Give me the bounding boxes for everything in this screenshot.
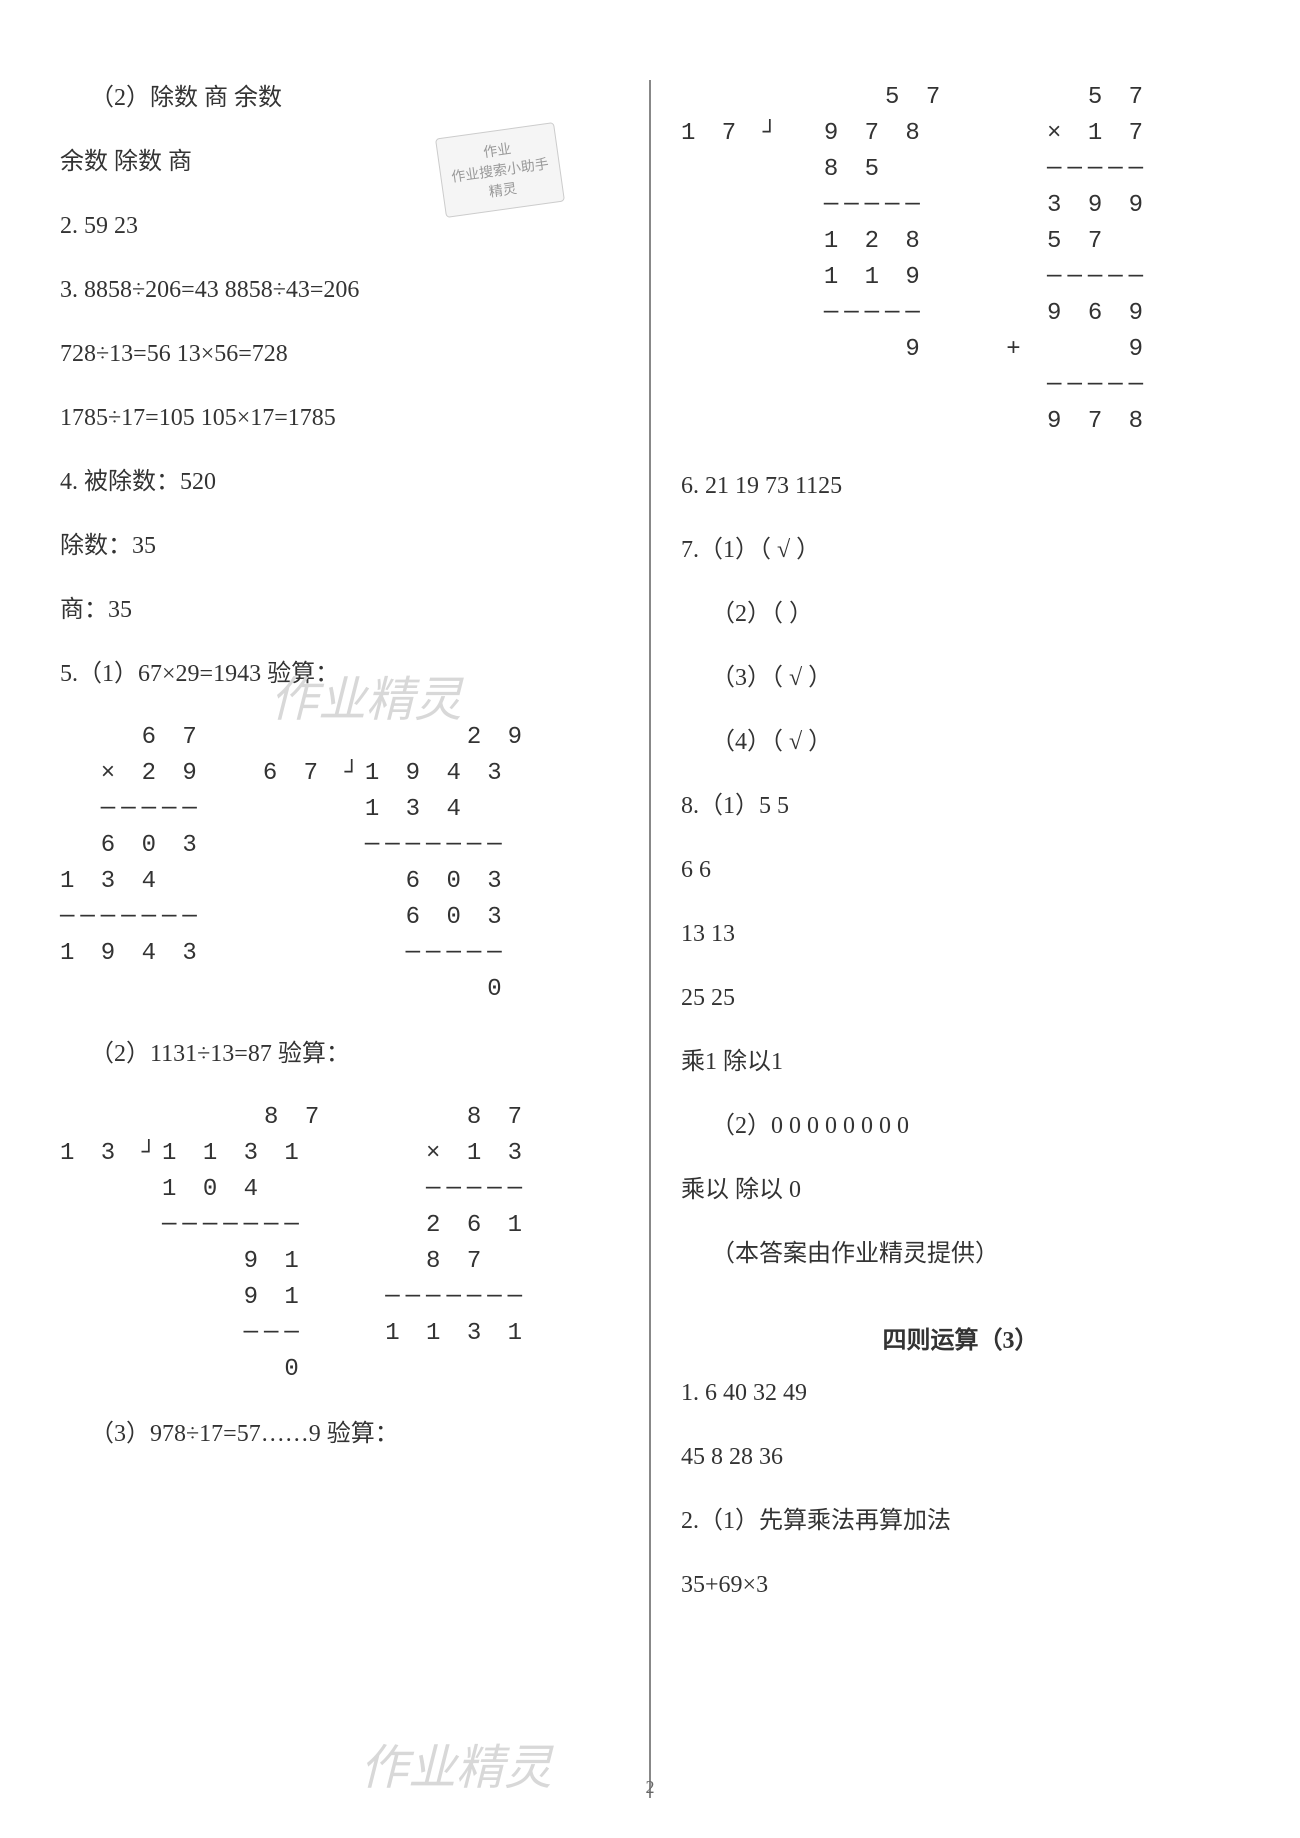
q5-1-work: 6 7 × 2 9 ───── 6 0 3 1 3 4 ─────── 1 9 …	[60, 720, 619, 1008]
q7-1: 7.（1）（ √ ）	[681, 532, 1240, 568]
q6: 6. 21 19 73 1125	[681, 468, 1240, 504]
q4b: 除数：35	[60, 528, 619, 564]
q8-1e: 乘1 除以1	[681, 1044, 1240, 1080]
div-1943-67: 2 9 6 7 ┘1 9 4 3 1 3 4 ─────── 6 0 3 6 0…	[263, 720, 528, 1008]
q2-label: （2）除数 商 余数	[90, 80, 619, 116]
q5-3-work: 5 7 1 7 ┘ 9 7 8 8 5 ───── 1 2 8 1 1 9 ──…	[681, 80, 1240, 440]
q8-1: 8.（1）5 5	[681, 788, 1240, 824]
q8-2: （2）0 0 0 0 0 0 0 0	[711, 1108, 1240, 1144]
q5-2-work: 8 7 1 3 ┘1 1 3 1 1 0 4 ─────── 9 1 9 1 ─…	[60, 1100, 619, 1388]
q3c: 1785÷17=105 105×17=1785	[60, 400, 619, 436]
q8-1b: 6 6	[681, 852, 1240, 888]
s3-q1a: 1. 6 40 32 49	[681, 1375, 1240, 1411]
q2-num: 2. 59 23	[60, 208, 619, 244]
q4c: 商：35	[60, 592, 619, 628]
q7-4: （4）（ √ ）	[711, 724, 1240, 760]
q3b: 728÷13=56 13×56=728	[60, 336, 619, 372]
q7-2: （2）（ ）	[711, 596, 1240, 632]
q8-1c: 13 13	[681, 916, 1240, 952]
s3-q1b: 45 8 28 36	[681, 1439, 1240, 1475]
section-title: 四则运算（3）	[681, 1320, 1240, 1355]
div-978-17: 5 7 1 7 ┘ 9 7 8 8 5 ───── 1 2 8 1 1 9 ──…	[681, 80, 946, 440]
q2-answer: 余数 除数 商	[60, 144, 619, 180]
page-number: 2	[646, 1777, 655, 1798]
q5-1: 5.（1）67×29=1943 验算：	[60, 656, 619, 692]
s3-q2a: 2.（1）先算乘法再算加法	[681, 1503, 1240, 1539]
q8-1d: 25 25	[681, 980, 1240, 1016]
q3: 3. 8858÷206=43 8858÷43=206	[60, 272, 619, 308]
s3-q2b: 35+69×3	[681, 1567, 1240, 1603]
mult-87x13: 8 7 × 1 3 ───── 2 6 1 8 7 ─────── 1 1 3 …	[385, 1100, 528, 1388]
column-divider	[649, 80, 651, 1798]
q5-3: （3）978÷17=57……9 验算：	[90, 1416, 619, 1452]
q8-2b: 乘以 除以 0	[681, 1172, 1240, 1208]
q5-2: （2）1131÷13=87 验算：	[90, 1036, 619, 1072]
mult-67x29: 6 7 × 2 9 ───── 6 0 3 1 3 4 ─────── 1 9 …	[60, 720, 203, 1008]
right-column: 5 7 1 7 ┘ 9 7 8 8 5 ───── 1 2 8 1 1 9 ──…	[681, 80, 1240, 1798]
credit-note: （本答案由作业精灵提供）	[711, 1236, 1240, 1272]
q7-3: （3）（ √ ）	[711, 660, 1240, 696]
q4a: 4. 被除数：520	[60, 464, 619, 500]
div-1131-13: 8 7 1 3 ┘1 1 3 1 1 0 4 ─────── 9 1 9 1 ─…	[60, 1100, 325, 1388]
mult-57x17: 5 7 × 1 7 ───── 3 9 9 5 7 ───── 9 6 9 + …	[1006, 80, 1149, 440]
left-column: （2）除数 商 余数 余数 除数 商 2. 59 23 3. 8858÷206=…	[60, 80, 619, 1798]
